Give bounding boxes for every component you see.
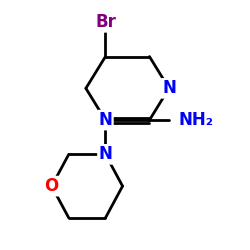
Text: O: O bbox=[44, 177, 59, 195]
Text: N: N bbox=[162, 79, 176, 97]
Text: N: N bbox=[98, 111, 112, 129]
Text: Br: Br bbox=[95, 13, 116, 31]
Text: NH₂: NH₂ bbox=[179, 111, 214, 129]
Text: N: N bbox=[98, 145, 112, 163]
